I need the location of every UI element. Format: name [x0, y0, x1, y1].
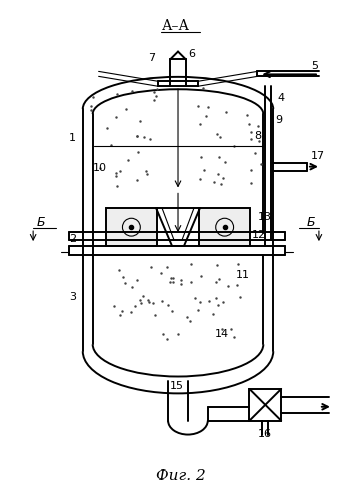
Bar	[106, 208, 157, 246]
Text: Б: Б	[307, 216, 316, 229]
Text: 13: 13	[257, 212, 271, 222]
Text: 15: 15	[170, 381, 184, 391]
Text: 5: 5	[311, 62, 318, 72]
Text: 17: 17	[311, 150, 325, 160]
Text: 4: 4	[277, 93, 284, 103]
Text: 9: 9	[275, 115, 283, 125]
Bar	[199, 208, 251, 246]
Text: 16: 16	[257, 428, 271, 438]
Bar	[250, 389, 281, 420]
Text: 6: 6	[188, 48, 195, 58]
Text: 11: 11	[236, 270, 250, 280]
Text: 10: 10	[93, 162, 107, 172]
Text: 12: 12	[251, 230, 266, 240]
Text: Б: Б	[37, 216, 46, 229]
Text: Фиг. 2: Фиг. 2	[156, 469, 206, 483]
Text: 1: 1	[69, 133, 76, 143]
Text: 8: 8	[255, 131, 262, 141]
Text: 14: 14	[215, 330, 229, 340]
Text: 2: 2	[69, 234, 76, 244]
Text: 3: 3	[69, 292, 76, 302]
Text: А–А: А–А	[162, 18, 190, 32]
Text: 7: 7	[148, 54, 155, 64]
